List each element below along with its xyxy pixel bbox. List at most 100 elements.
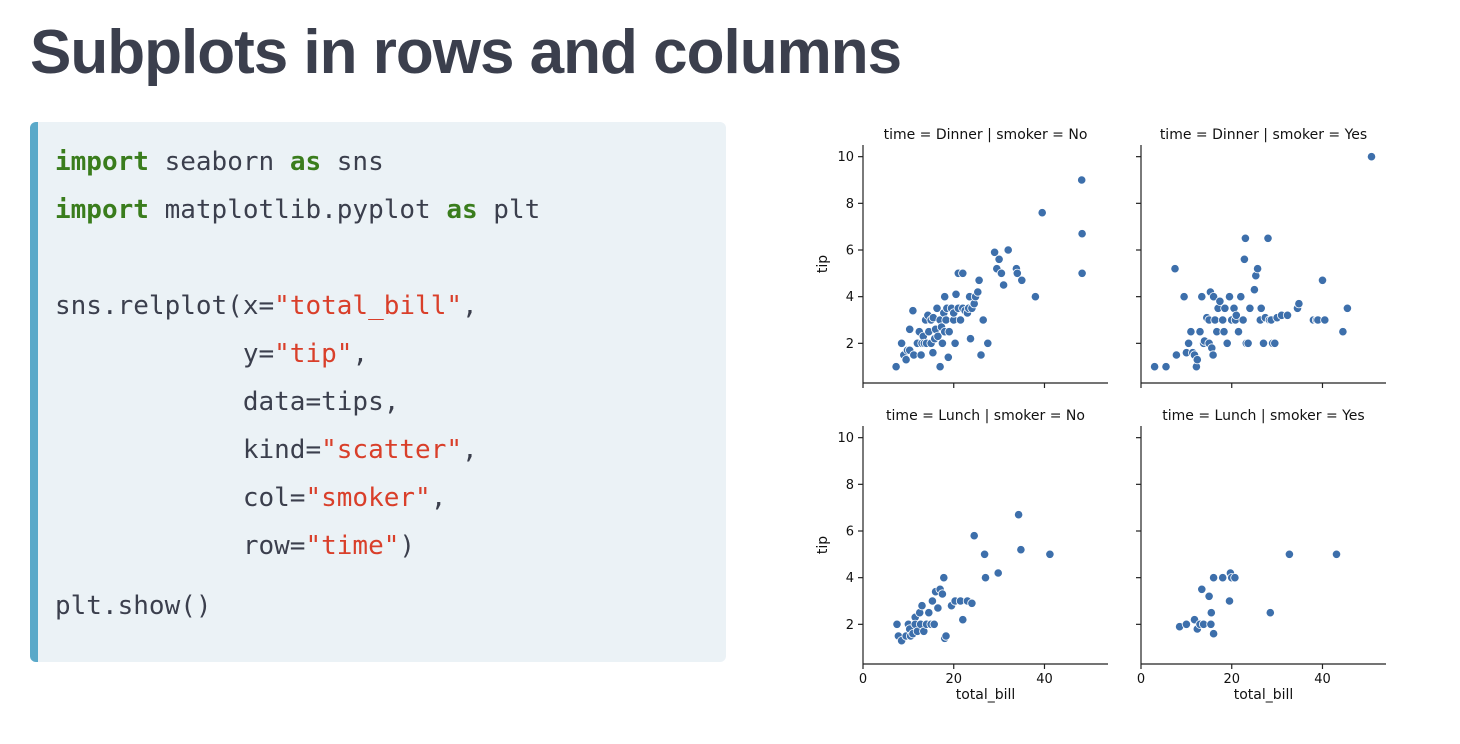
- scatter-point: [918, 331, 928, 341]
- scatter-point: [1204, 591, 1214, 601]
- code-string: "total_bill": [274, 291, 462, 321]
- scatter-point: [1017, 275, 1027, 285]
- scatter-point: [901, 631, 911, 641]
- code-string: "smoker": [305, 483, 431, 513]
- scatter-point: [1016, 545, 1026, 555]
- scatter-point: [939, 308, 949, 318]
- scatter-point: [1206, 619, 1216, 629]
- scatter-point: [994, 254, 1004, 264]
- scatter-point: [916, 350, 926, 360]
- scatter-point: [1209, 629, 1219, 639]
- scatter-point: [908, 629, 918, 639]
- scatter-point: [1181, 619, 1192, 629]
- scatter-point: [909, 350, 919, 360]
- scatter-point: [928, 313, 938, 323]
- scatter-point: [1013, 510, 1024, 520]
- scatter-point: [1184, 338, 1194, 348]
- scatter-point: [935, 584, 945, 594]
- scatter-point: [1170, 264, 1180, 274]
- scatter-point: [1215, 296, 1225, 306]
- code-text: plt: [477, 195, 541, 225]
- scatter-point: [1277, 310, 1287, 320]
- scatter-point: [930, 587, 941, 597]
- scatter-point: [935, 362, 945, 372]
- panel-title: time = Lunch | smoker = No: [886, 408, 1085, 424]
- code-line: plt.show(): [55, 582, 212, 630]
- scatter-point: [1317, 275, 1328, 285]
- code-line: kind="scatter",: [55, 426, 478, 474]
- scatter-point: [1205, 287, 1216, 297]
- code-text: sns: [321, 147, 384, 177]
- scatter-point: [891, 362, 901, 372]
- scatter-point: [924, 608, 934, 618]
- scatter-point: [958, 303, 968, 313]
- scatter-point: [926, 338, 936, 348]
- scatter-point: [980, 573, 991, 583]
- scatter-point: [955, 315, 966, 325]
- facet-panel: time = Lunch | smoker = No 2 4 6 8 10 0 20 40 tip…: [815, 408, 1108, 703]
- scatter-point: [1265, 608, 1275, 618]
- scatter-point: [1209, 573, 1219, 583]
- x-tick-label: 40: [1036, 672, 1053, 687]
- scatter-point: [1342, 303, 1353, 313]
- scatter-point: [1255, 315, 1265, 325]
- scatter-point: [1366, 152, 1377, 162]
- scatter-point: [1239, 254, 1250, 264]
- scatter-point: [949, 315, 959, 325]
- code-line: import seaborn as sns: [55, 138, 384, 186]
- scatter-point: [1192, 355, 1202, 365]
- scatter-point: [993, 568, 1003, 578]
- scatter-point: [1199, 336, 1210, 346]
- scatter-point: [951, 289, 961, 299]
- scatter-point: [902, 345, 913, 355]
- y-tick-label: 6: [846, 244, 854, 259]
- scatter-point: [1218, 573, 1228, 583]
- code-text: ,: [352, 339, 369, 369]
- scatter-point: [964, 292, 975, 302]
- scatter-point: [1192, 624, 1202, 634]
- scatter-point: [1249, 285, 1260, 295]
- scatter-point: [978, 315, 988, 325]
- scatter-point: [1220, 303, 1230, 313]
- scatter-point: [1227, 573, 1237, 583]
- scatter-point: [1308, 315, 1319, 325]
- y-axis-label: tip: [815, 536, 831, 554]
- scatter-point: [1197, 292, 1207, 302]
- scatter-point: [1264, 315, 1275, 325]
- scatter-point: [1331, 549, 1342, 559]
- scatter-point: [1224, 596, 1235, 606]
- scatter-point: [903, 619, 914, 629]
- y-tick-label: 8: [846, 478, 854, 493]
- scatter-point: [1282, 310, 1293, 320]
- scatter-point: [940, 633, 950, 643]
- y-tick-label: 10: [837, 431, 854, 446]
- code-line: row="time"): [55, 522, 415, 570]
- code-string: "time": [305, 531, 400, 561]
- scatter-point: [1238, 315, 1248, 325]
- code-text: row=: [242, 531, 306, 561]
- scatter-point: [944, 327, 954, 337]
- scatter-point: [920, 315, 931, 325]
- code-text: matplotlib.pyplot: [148, 195, 447, 225]
- scatter-point: [1230, 573, 1240, 583]
- code-text: ,: [462, 291, 478, 321]
- code-text: y=: [242, 339, 275, 369]
- scatter-point: [910, 619, 920, 629]
- code-text: ,: [430, 483, 447, 513]
- code-indent: [55, 531, 243, 561]
- scatter-point: [912, 338, 923, 348]
- scatter-point: [1202, 313, 1212, 323]
- scatter-point: [915, 619, 926, 629]
- scatter-point: [1161, 362, 1171, 372]
- scatter-point: [1313, 315, 1323, 325]
- scatter-point: [943, 352, 953, 362]
- scatter-point: [973, 287, 983, 297]
- scatter-point: [958, 615, 968, 625]
- code-text: data=tips,: [242, 387, 400, 417]
- scatter-point: [960, 306, 970, 316]
- x-tick-label: 40: [1314, 672, 1331, 687]
- scatter-point: [1189, 350, 1200, 360]
- scatter-point: [1150, 362, 1160, 372]
- scatter-point: [1037, 208, 1047, 218]
- x-tick-label: 0: [859, 672, 867, 687]
